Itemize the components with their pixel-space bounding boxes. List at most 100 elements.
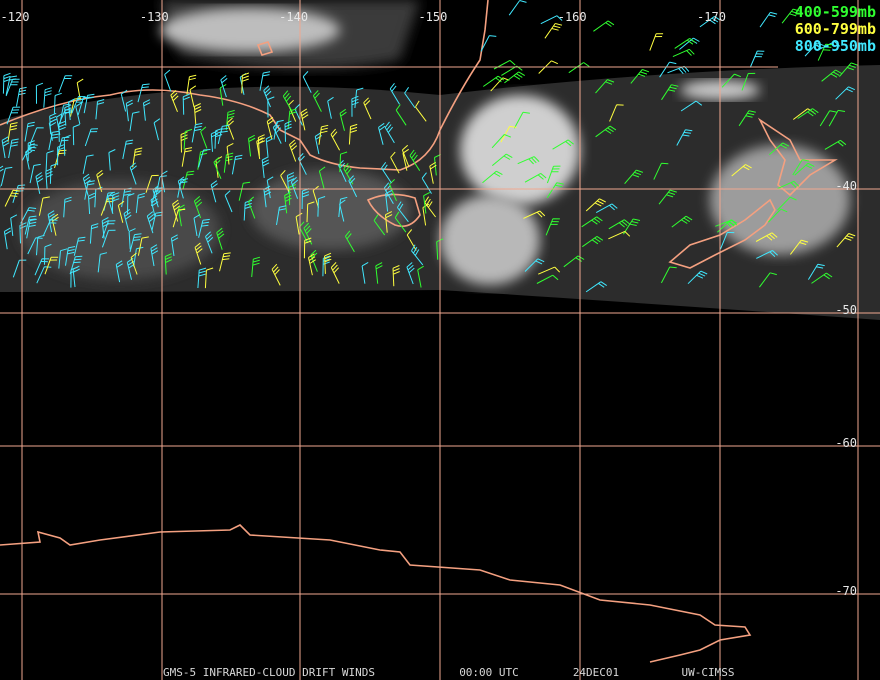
wind-barb bbox=[676, 129, 693, 146]
wind-barb bbox=[538, 266, 561, 275]
wind-barb bbox=[290, 176, 299, 199]
wind-barb bbox=[129, 233, 142, 253]
wind-barb bbox=[213, 157, 222, 179]
wind-barb bbox=[29, 163, 41, 184]
wind-barb bbox=[25, 147, 33, 170]
wind-barb bbox=[828, 109, 846, 127]
wind-barb bbox=[286, 172, 295, 194]
wind-barb bbox=[303, 222, 313, 245]
wind-barb bbox=[204, 267, 214, 289]
wind-barb bbox=[658, 189, 677, 205]
wind-barb bbox=[513, 111, 530, 129]
wind-barb bbox=[817, 43, 833, 61]
wind-barb bbox=[540, 15, 563, 25]
wind-barb bbox=[193, 196, 203, 219]
wind-barb bbox=[117, 200, 125, 223]
wind-barb bbox=[301, 188, 310, 210]
wind-barb bbox=[95, 99, 105, 120]
wind-barb bbox=[348, 123, 358, 145]
wind-barb bbox=[49, 163, 58, 184]
latitude-label: -40 bbox=[835, 179, 857, 193]
wind-barb bbox=[423, 191, 431, 214]
longitude-label: -150 bbox=[418, 10, 447, 24]
wind-barb bbox=[824, 139, 847, 150]
wind-barb bbox=[756, 250, 778, 259]
wind-barb bbox=[759, 11, 778, 28]
wind-barb bbox=[153, 118, 161, 141]
wind-barb bbox=[339, 151, 348, 173]
wind-barb bbox=[200, 126, 208, 149]
wind-barb bbox=[5, 78, 20, 97]
wind-barb bbox=[524, 258, 545, 272]
wind-barb bbox=[406, 262, 415, 285]
wind-barb bbox=[226, 142, 234, 165]
wind-barb bbox=[70, 266, 78, 288]
wind-barb bbox=[219, 252, 231, 272]
wind-barb bbox=[720, 231, 735, 250]
wind-barb bbox=[318, 124, 329, 145]
wind-barb bbox=[804, 42, 824, 57]
wind-barb bbox=[35, 172, 44, 195]
wind-barb bbox=[272, 121, 282, 144]
wind-barb bbox=[216, 227, 225, 250]
wind-barb bbox=[189, 85, 197, 108]
wind-barb bbox=[284, 120, 292, 142]
wind-barb bbox=[27, 237, 43, 255]
wind-barb bbox=[220, 75, 228, 98]
wind-barb bbox=[661, 84, 679, 101]
wind-barb bbox=[64, 104, 72, 126]
wind-barb bbox=[768, 142, 790, 156]
wind-barb bbox=[101, 217, 110, 239]
wind-barb bbox=[38, 196, 50, 216]
wind-barb bbox=[126, 257, 135, 280]
wind-barb bbox=[300, 108, 309, 131]
wind-barb bbox=[128, 228, 136, 250]
wind-barb bbox=[231, 154, 243, 175]
wind-barb bbox=[49, 112, 57, 135]
wind-barb bbox=[749, 50, 765, 68]
wind-barb bbox=[29, 127, 44, 145]
wind-barb bbox=[310, 249, 318, 272]
wind-barb bbox=[53, 92, 62, 114]
wind-barb bbox=[680, 100, 703, 112]
wind-barb bbox=[16, 86, 27, 107]
wind-barb bbox=[101, 229, 116, 248]
wind-barb bbox=[111, 192, 120, 214]
wind-barb bbox=[836, 233, 856, 248]
wind-barb bbox=[19, 222, 27, 244]
wind-barb bbox=[197, 267, 207, 289]
wind-barb bbox=[24, 215, 37, 235]
wind-barb bbox=[390, 151, 400, 174]
wind-barb bbox=[504, 71, 525, 84]
wind-barb bbox=[68, 98, 75, 121]
wind-barb bbox=[508, 0, 527, 16]
antarctica-coast bbox=[0, 524, 752, 663]
wind-barb bbox=[191, 122, 203, 143]
wind-barb bbox=[82, 154, 94, 174]
wind-barb bbox=[660, 266, 677, 284]
wind-barb bbox=[406, 229, 417, 251]
wind-barb bbox=[312, 90, 322, 112]
wind-barb bbox=[552, 139, 574, 150]
wind-barb bbox=[155, 175, 167, 195]
wind-barb bbox=[4, 189, 20, 207]
wind-barb bbox=[181, 147, 193, 167]
wind-barb bbox=[544, 23, 563, 39]
latitude-label: -60 bbox=[835, 436, 857, 450]
wind-barb bbox=[517, 156, 540, 165]
wind-barb bbox=[214, 128, 223, 149]
wind-barb bbox=[24, 121, 35, 142]
wind-barb bbox=[306, 201, 315, 223]
wind-barb bbox=[375, 262, 383, 284]
wind-barb bbox=[125, 99, 134, 122]
longitude-label: -140 bbox=[279, 10, 308, 24]
longitude-label: -170 bbox=[697, 10, 726, 24]
wind-barb bbox=[97, 252, 108, 273]
wind-barb bbox=[193, 103, 202, 125]
wind-barb bbox=[491, 134, 511, 149]
wind-barb bbox=[146, 211, 155, 234]
wind-barb bbox=[8, 138, 19, 159]
wind-barb bbox=[318, 166, 326, 189]
